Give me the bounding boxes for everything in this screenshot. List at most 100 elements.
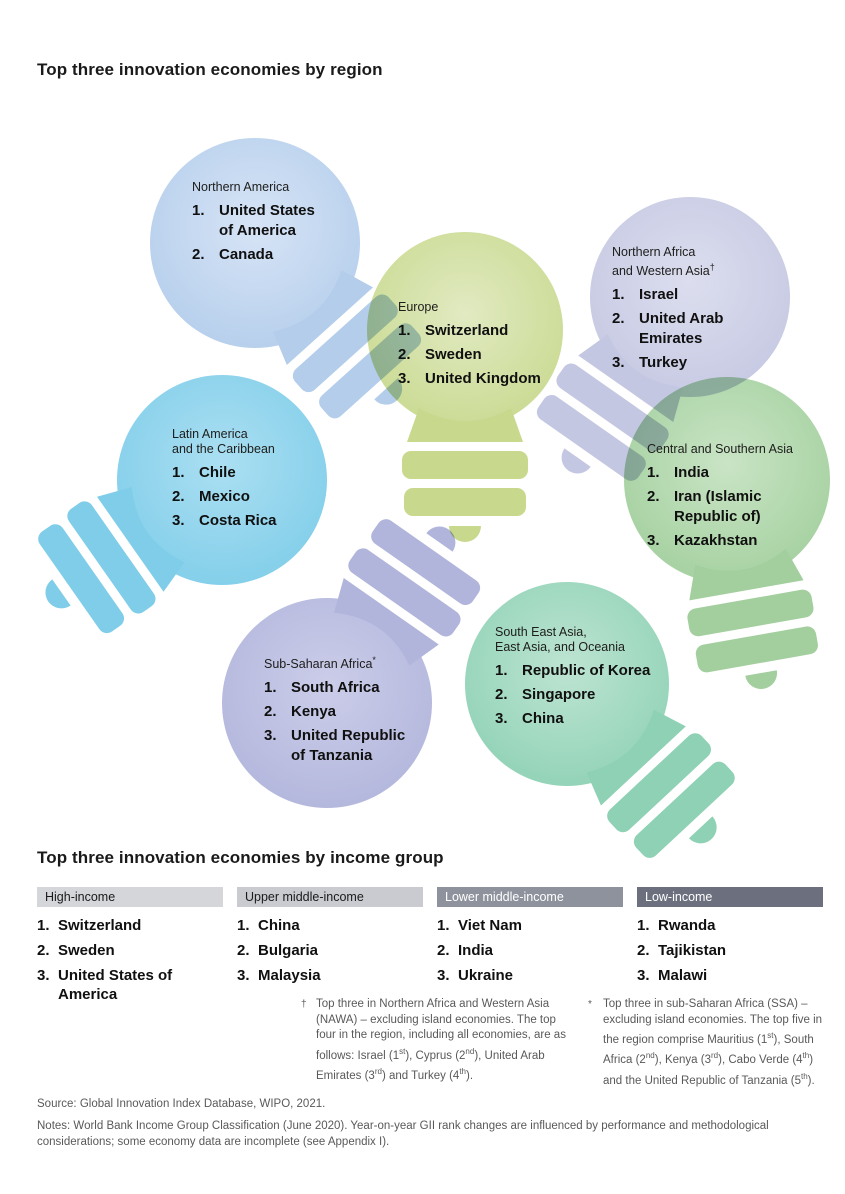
rank-number: 2. [495,686,508,703]
economy-name: Turkey [639,354,688,372]
region-rank-item: 1. Israel [612,285,739,305]
rank-number: 3. [398,370,411,387]
region-rank-item: 2. Iran (Islamic Republic of) [647,487,779,527]
income-rank-item: 3. Ukraine [437,966,623,985]
bulb-shape-sub-saharan-africa [222,519,481,808]
economy-name: China [258,917,300,934]
economy-name: United Kingdom [425,370,541,387]
economy-name: Bulgaria [258,942,319,959]
income-column-high-income: High-income 1. Switzerland 2. Sweden 3. United… [37,887,223,1010]
rank-number: 1. [612,286,625,304]
rank-number: 3. [172,512,185,529]
economy-name: United Republic of Tanzania [291,727,406,765]
economy-name: Kenya [291,703,337,721]
rank-number: 2. [637,942,650,959]
income-rank-item: 3. Malaysia [237,966,423,985]
income-rank-item: 1. China [237,916,423,935]
income-rank-item: 3. Malawi [637,966,823,985]
footnote-text: Top three in sub-Saharan Africa (SSA) – … [603,998,823,1087]
rank-number: 3. [647,532,660,549]
economy-name: Switzerland [58,917,142,934]
income-rank-item: 2. Sweden [37,941,223,960]
rank-number: 1. [637,917,650,934]
bulb-latin-america-caribbean [7,265,437,695]
rank-number: 2. [237,942,250,959]
bulb-text-sub-saharan-africa: Sub-Saharan Africa* 1. South Africa 2. Kenya… [264,653,411,770]
rank-number: 1. [647,464,660,481]
region-rank-item: 2. Singapore [495,685,673,705]
income-group-header: Lower middle-income [437,887,623,907]
region-rank-item: 2. Sweden [398,345,548,365]
bulb-northern-america [40,28,470,458]
bulb-sub-saharan-africa [112,488,542,918]
rank-number: 1. [237,917,250,934]
bulb-shape-central-southern-asia [624,377,830,690]
rank-number: 1. [264,679,277,697]
rank-number: 3. [37,967,50,984]
rank-number: 2. [647,488,660,505]
bulb-text-central-southern-asia: Central and Southern Asia 1. India 2. Iran (… [647,442,793,555]
income-rank-item: 1. Rwanda [637,916,823,935]
income-group-header: High-income [37,887,223,907]
rank-number: 2. [192,246,205,263]
bulb-text-seao: South East Asia, East Asia, and Oceania 1… [495,625,673,733]
bulb-shape-northern-america [150,138,422,419]
income-group-header: Upper middle-income [237,887,423,907]
rank-number: 2. [264,703,277,721]
region-rank-item: 3. Turkey [612,353,739,373]
rank-number: 1. [192,202,205,219]
footnote-marker: † [301,999,307,1010]
footnote-text: Top three in Northern Africa and Western… [316,998,566,1082]
region-label: Northern America [192,180,290,194]
rank-number: 2. [172,488,185,505]
economy-name: Malaysia [258,967,321,984]
economy-name: Republic of Korea [522,662,651,679]
economy-name: Mexico [199,488,250,505]
income-group-header: Low-income [637,887,823,907]
region-label: Northern Africa and Western Asia† [612,245,715,279]
economy-name: South Africa [291,679,380,697]
rank-number: 3. [637,967,650,984]
region-rank-item: 2. Mexico [172,487,305,507]
rank-number: 2. [37,942,50,959]
economy-name: Kazakhstan [674,532,758,549]
footnote-marker: * [588,999,592,1010]
income-rank-item: 2. India [437,941,623,960]
economy-name: United Arab Emirates [639,310,724,348]
income-section-title: Top three innovation economies by income… [37,848,444,867]
bulb-seao [352,469,782,899]
region-section-title: Top three innovation economies by region [37,60,383,79]
region-rank-item: 3. China [495,709,673,729]
source-note: Source: Global Innovation Index Database… [37,1098,326,1110]
region-label: Central and Southern Asia [647,442,793,456]
region-rank-item: 1. Republic of Korea [495,661,673,681]
income-column-lower-middle-income: Lower middle-income 1. Viet Nam 2. India 3. Uk… [437,887,623,991]
economy-name: Iran (Islamic Republic of) [674,488,762,525]
economy-name: China [522,710,564,727]
footnote-asterisk: * Top three in sub-Saharan Africa (SSA) –… [588,997,834,1089]
region-rank-item: 3. United Republic of Tanzania [264,726,411,766]
rank-number: 3. [237,967,250,984]
region-rank-item: 1. India [647,463,779,483]
economy-name: India [674,464,710,481]
footnote-dagger: † Top three in Northern Africa and Wester… [301,997,567,1084]
bulb-shape-europe [367,232,563,542]
income-column-upper-middle-income: Upper middle-income 1. China 2. Bulgaria 3. Ma… [237,887,423,991]
bulb-shape-latin-america-caribbean [38,375,327,634]
economy-name: Costa Rica [199,512,277,529]
region-rank-item: 1. United States of America [192,201,327,241]
region-label-footnote-mark: * [372,655,376,665]
economy-name: Tajikistan [658,942,727,959]
bulb-shape-seao [465,582,735,858]
income-group-list: 1. Rwanda 2. Tajikistan 3. Malawi [637,916,823,985]
economy-name: Malawi [658,967,708,984]
bulb-europe [250,115,680,545]
economy-name: Viet Nam [458,917,522,934]
bulb-text-europe: Europe 1. Switzerland 2. Sweden 3. United King… [398,300,548,393]
region-rank-item: 2. United Arab Emirates [612,309,739,349]
economy-name: Rwanda [658,917,716,934]
rank-number: 3. [264,727,277,745]
economy-name: Switzerland [425,322,509,339]
income-group-list: 1. Viet Nam 2. India 3. Ukraine [437,916,623,985]
